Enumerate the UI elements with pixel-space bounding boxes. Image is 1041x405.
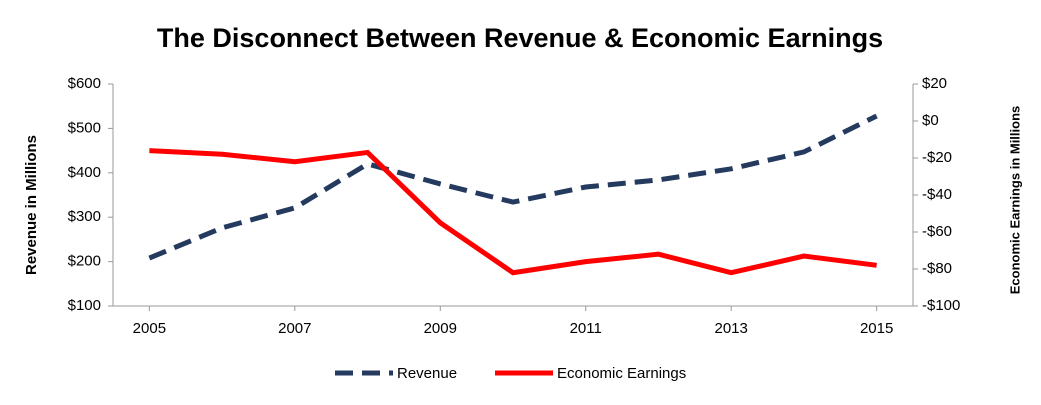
y-tick-label: $400 (68, 164, 101, 181)
y2-tick-label: -$20 (922, 149, 952, 166)
x-tick-label: 2011 (570, 320, 602, 337)
y2-tick-label: -$80 (922, 260, 952, 277)
chart-title: The Disconnect Between Revenue & Economi… (157, 23, 883, 53)
y2-axis-title: Economic Earnings in Millions (1007, 106, 1022, 295)
legend-label: Economic Earnings (557, 365, 686, 382)
y2-tick-label: $20 (922, 75, 947, 92)
x-tick-label: 2013 (714, 320, 747, 337)
y2-tick-label: -$60 (922, 223, 952, 240)
line (149, 148, 877, 276)
x-tick-label: 2015 (860, 320, 893, 337)
y-tick-label: $500 (68, 119, 101, 136)
y2-tick-label: $0 (922, 112, 939, 129)
x-tick-label: 2009 (424, 320, 457, 337)
y2-tick-label: -$100 (922, 297, 960, 314)
y2-tick-label: -$40 (922, 186, 952, 203)
y-axis-title: Revenue in Millions (23, 135, 40, 275)
y-tick-label: $300 (68, 208, 101, 225)
line (148, 113, 878, 261)
y-tick-label: $600 (68, 75, 101, 92)
x-tick-label: 2007 (278, 320, 311, 337)
y-tick-label: $100 (68, 297, 101, 314)
y-tick-label: $200 (68, 253, 101, 270)
x-tick-label: 2005 (133, 320, 166, 337)
legend-label: Revenue (397, 365, 457, 382)
